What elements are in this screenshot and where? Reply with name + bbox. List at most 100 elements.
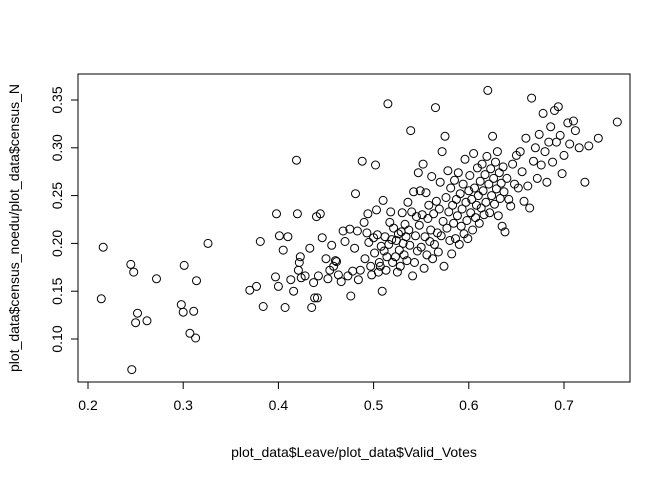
y-axis-title: plot_data$census_noedu/plot_data$census_…	[6, 84, 22, 372]
data-point	[479, 210, 489, 220]
data-point	[612, 117, 622, 127]
data-point	[454, 239, 464, 249]
data-point	[372, 205, 381, 215]
data-point	[359, 217, 369, 227]
data-point	[490, 199, 499, 209]
data-point	[313, 271, 323, 281]
data-point	[421, 188, 431, 198]
data-point	[523, 181, 533, 191]
data-point	[408, 271, 418, 281]
data-point	[485, 208, 495, 218]
data-point	[329, 261, 339, 271]
data-point	[420, 232, 430, 242]
data-point	[500, 227, 510, 237]
data-point	[450, 175, 459, 185]
data-point	[379, 246, 389, 256]
data-point	[293, 265, 303, 275]
data-point	[438, 216, 448, 226]
data-point	[428, 254, 438, 264]
data-point	[391, 252, 400, 262]
data-point	[538, 108, 548, 118]
data-point	[178, 307, 188, 317]
data-point	[331, 256, 340, 266]
data-point	[185, 328, 195, 338]
data-point	[418, 159, 428, 169]
data-point	[413, 168, 423, 178]
data-point	[546, 122, 556, 132]
data-point	[286, 275, 296, 285]
data-point	[431, 103, 440, 113]
data-point	[519, 196, 529, 206]
data-point	[437, 147, 447, 157]
data-point	[191, 333, 201, 343]
data-point	[434, 204, 444, 214]
data-point	[416, 242, 426, 252]
y-tick-label: 0.20	[49, 230, 65, 257]
data-point	[394, 245, 404, 255]
data-point	[411, 231, 420, 241]
data-point	[471, 200, 481, 210]
data-point	[464, 186, 474, 196]
data-point	[506, 201, 516, 211]
data-point	[272, 209, 281, 219]
data-point	[446, 183, 456, 193]
data-point	[436, 231, 446, 241]
data-point	[536, 160, 546, 170]
data-point	[403, 197, 413, 207]
data-point	[439, 261, 449, 271]
data-point	[569, 116, 578, 126]
data-point	[499, 187, 509, 197]
data-point	[192, 276, 201, 286]
y-tick-label: 0.35	[49, 86, 65, 113]
data-point	[460, 154, 470, 164]
data-point	[462, 216, 472, 225]
data-point	[555, 130, 565, 140]
data-point	[307, 303, 317, 312]
data-point	[440, 131, 450, 141]
data-point	[406, 126, 416, 136]
data-point	[429, 209, 439, 219]
data-point	[321, 254, 331, 264]
data-point	[484, 179, 494, 189]
data-point	[491, 157, 500, 167]
data-point	[410, 258, 419, 267]
data-point	[278, 245, 288, 255]
data-point	[574, 143, 584, 153]
data-point	[271, 272, 280, 282]
data-point	[366, 261, 376, 271]
data-point	[353, 275, 363, 285]
data-point	[317, 233, 327, 243]
data-point	[441, 193, 451, 202]
data-point	[397, 208, 407, 218]
data-point	[443, 166, 453, 176]
data-point	[309, 278, 319, 288]
data-point	[384, 239, 394, 249]
x-tick-label: 0.7	[554, 397, 574, 413]
data-points	[96, 85, 622, 375]
data-point	[385, 217, 395, 227]
data-point	[350, 243, 360, 253]
data-point	[252, 281, 261, 291]
x-tick-label: 0.2	[78, 397, 98, 413]
data-point	[258, 302, 268, 311]
data-point	[348, 266, 358, 276]
data-point	[497, 221, 507, 231]
data-point	[427, 172, 437, 181]
data-point	[433, 247, 443, 257]
data-point	[310, 293, 320, 303]
data-point	[142, 316, 152, 326]
data-point	[487, 191, 497, 201]
data-point	[189, 306, 199, 316]
data-point	[517, 167, 527, 177]
data-point	[488, 131, 498, 141]
x-tick-label: 0.5	[364, 397, 384, 413]
data-point	[471, 213, 480, 223]
data-point	[493, 211, 503, 221]
data-point	[425, 237, 435, 246]
data-point	[98, 242, 108, 252]
data-point	[377, 286, 387, 296]
data-point	[387, 235, 397, 245]
data-point	[370, 248, 380, 258]
x-axis-title: plot_data$Leave/plot_data$Valid_Votes	[231, 444, 477, 460]
data-point	[351, 189, 360, 199]
